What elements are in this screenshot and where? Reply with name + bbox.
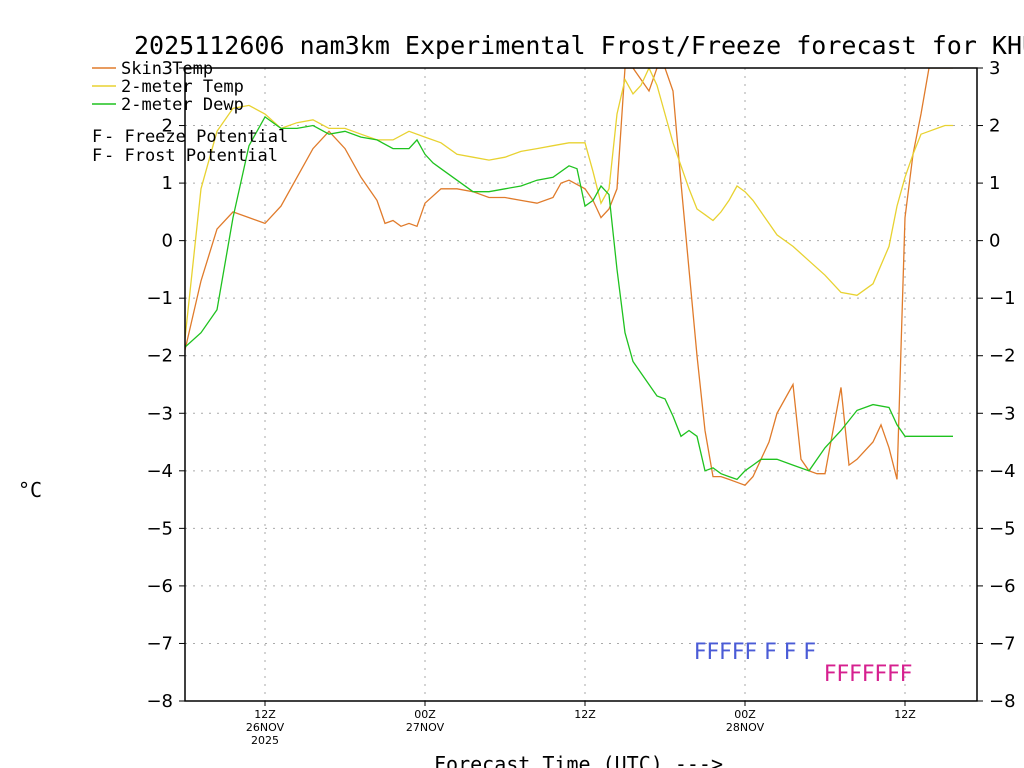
y-tick-label-right: 3 <box>989 58 1000 79</box>
y-tick-label-left: 1 <box>162 173 173 194</box>
legend-label: 2-meter Temp <box>121 77 244 97</box>
y-tick-label-left: −4 <box>146 461 173 482</box>
series-line-skin-temp <box>185 68 953 486</box>
y-tick-label-right: −6 <box>989 576 1016 597</box>
y-axis-label: °C <box>18 478 42 502</box>
y-tick-label-left: 2 <box>162 116 173 137</box>
y-tick-label-left: −8 <box>146 691 173 712</box>
y-tick-label-left: −2 <box>146 346 173 367</box>
x-tick-label: 26NOV <box>246 721 285 734</box>
y-axis: 3 3 2 2 1 1 0 0 −1 −1 −2 −2 −3 −3 −4 −4 −5 −5 −6 −6 −7 −7 −8 −8 <box>146 58 1015 712</box>
x-axis-label: Forecast Time (UTC) ---> <box>434 752 723 768</box>
y-tick-label-right: −2 <box>989 346 1016 367</box>
x-tick-label: 12Z <box>254 708 276 721</box>
x-tick-label: 28NOV <box>726 721 765 734</box>
y-tick-label-right: −4 <box>989 461 1016 482</box>
freeze-potential-marks: FFFFFFF <box>824 662 913 687</box>
potential-marks: FFFFF F F F FFFFFFF <box>694 640 913 687</box>
y-tick-label-right: −3 <box>989 403 1016 424</box>
y-tick-label-left: −6 <box>146 576 173 597</box>
x-tick-label: 00Z <box>734 708 756 721</box>
y-tick-label-right: 1 <box>989 173 1000 194</box>
x-tick-label: 12Z <box>894 708 916 721</box>
y-tick-label-left: 0 <box>162 231 173 252</box>
x-tick-label: 00Z <box>414 708 436 721</box>
legend-label: 2-meter Dewp <box>121 95 244 115</box>
frost-potential-marks: FFFFF F F F <box>694 640 816 665</box>
series-lines <box>185 68 953 486</box>
y-tick-label-left: −5 <box>146 518 173 539</box>
y-tick-label-left: −3 <box>146 403 173 424</box>
plot-frame <box>184 67 978 702</box>
series-line-2-meter-dewp <box>185 115 953 481</box>
y-tick-label-left: 3 <box>162 58 173 79</box>
y-tick-label-left: −1 <box>146 288 173 309</box>
x-tick-label: 12Z <box>574 708 596 721</box>
y-tick-label-right: −7 <box>989 633 1016 654</box>
marker-legend-symbol: F <box>92 127 102 147</box>
x-tick-label: 27NOV <box>406 721 445 734</box>
marker-legend-symbol: F <box>92 146 102 166</box>
legend-label: Skin Temp <box>121 59 213 79</box>
y-tick-label-right: −1 <box>989 288 1016 309</box>
y-tick-label-right: 0 <box>989 231 1000 252</box>
series-line-2-meter-temp <box>185 68 953 339</box>
y-tick-label-right: 2 <box>989 116 1000 137</box>
chart-title: 2025112606 nam3km Experimental Frost/Fre… <box>134 31 1024 60</box>
y-tick-label-right: −8 <box>989 691 1016 712</box>
y-tick-label-right: −5 <box>989 518 1016 539</box>
marker-legend-label: - Freeze Potential <box>104 127 288 147</box>
grid <box>185 68 977 701</box>
marker-legend-label: - Frost Potential <box>104 146 278 166</box>
x-tick-label: 2025 <box>251 734 279 747</box>
y-tick-label-left: −7 <box>146 633 173 654</box>
